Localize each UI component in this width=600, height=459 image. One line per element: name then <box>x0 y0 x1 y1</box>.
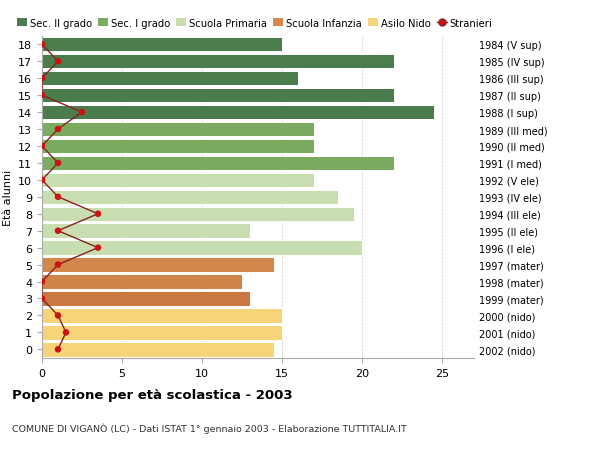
Bar <box>42 258 274 272</box>
Text: COMUNE DI VIGANÒ (LC) - Dati ISTAT 1° gennaio 2003 - Elaborazione TUTTITALIA.IT: COMUNE DI VIGANÒ (LC) - Dati ISTAT 1° ge… <box>12 422 407 433</box>
Point <box>37 75 47 83</box>
Bar <box>42 55 394 69</box>
Point <box>53 261 63 269</box>
Bar <box>42 275 242 289</box>
Bar <box>42 123 314 137</box>
Bar <box>42 38 282 52</box>
Point <box>37 295 47 302</box>
Bar <box>42 72 298 86</box>
Bar <box>42 173 314 188</box>
Point <box>53 312 63 319</box>
Bar <box>42 89 394 103</box>
Y-axis label: Età alunni: Età alunni <box>2 169 13 225</box>
Point <box>61 329 71 336</box>
Point <box>37 278 47 285</box>
Bar <box>42 224 250 238</box>
Point <box>37 92 47 100</box>
Point <box>93 245 103 252</box>
Bar <box>42 291 250 306</box>
Bar <box>42 190 338 205</box>
Bar <box>42 106 434 120</box>
Point <box>93 211 103 218</box>
Point <box>37 143 47 150</box>
Legend: Sec. II grado, Sec. I grado, Scuola Primaria, Scuola Infanzia, Asilo Nido, Stran: Sec. II grado, Sec. I grado, Scuola Prim… <box>17 18 493 28</box>
Point <box>77 109 87 117</box>
Point <box>37 177 47 184</box>
Point <box>53 346 63 353</box>
Bar <box>42 308 282 323</box>
Point <box>37 41 47 49</box>
Point <box>53 160 63 167</box>
Bar <box>42 140 314 154</box>
Bar <box>42 342 274 357</box>
Bar <box>42 207 354 221</box>
Point <box>53 194 63 201</box>
Point <box>53 228 63 235</box>
Point <box>53 58 63 66</box>
Point <box>53 126 63 134</box>
Bar <box>42 325 282 340</box>
Bar <box>42 241 362 255</box>
Text: Popolazione per età scolastica - 2003: Popolazione per età scolastica - 2003 <box>12 388 293 401</box>
Bar <box>42 157 394 171</box>
